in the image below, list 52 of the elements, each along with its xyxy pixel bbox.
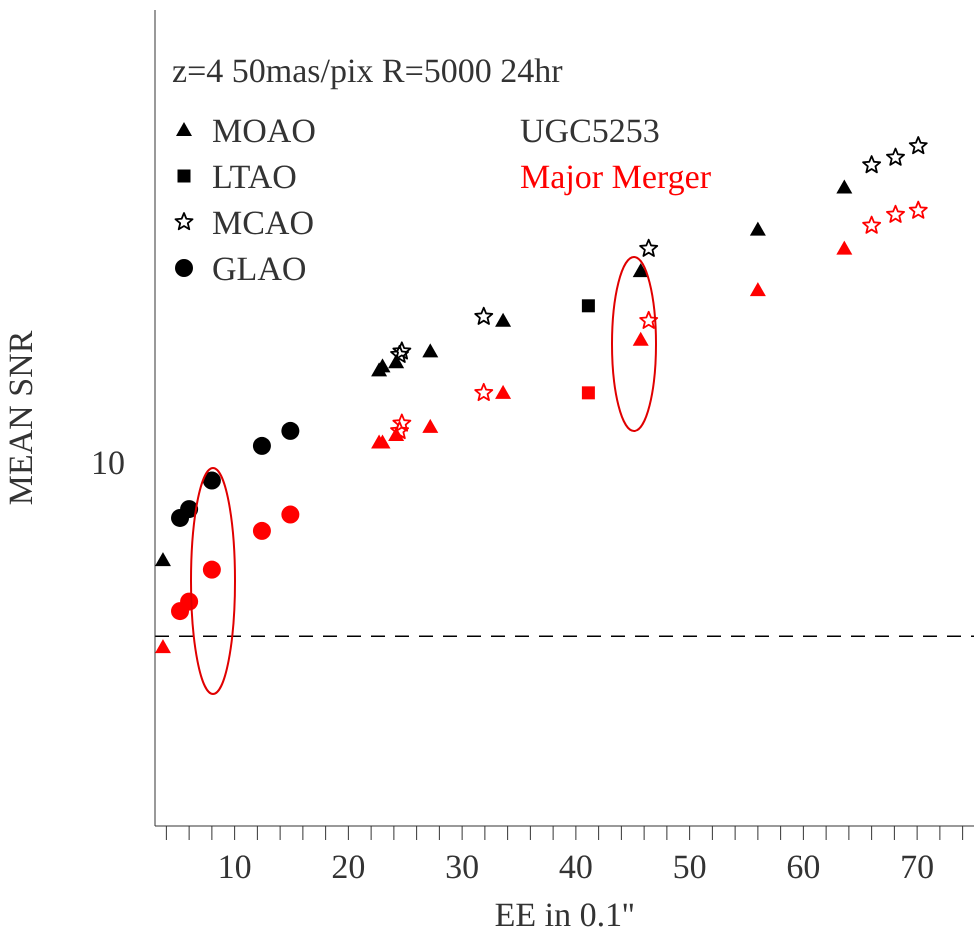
point (474, 306, 494, 325)
point (908, 136, 928, 154)
point (392, 414, 412, 432)
chart-title: z=4 50mas/pix R=5000 24hr (172, 53, 564, 90)
legend-label: MCAO (212, 205, 314, 242)
point (886, 204, 905, 223)
point (281, 422, 300, 440)
point (632, 263, 649, 278)
x-tick-label: 40 (558, 849, 593, 886)
point (836, 240, 852, 255)
point (281, 506, 300, 524)
annotation: Major Merger (520, 159, 712, 196)
x-tick-label: 70 (900, 849, 934, 886)
point (252, 522, 271, 540)
x-tick-label: 20 (331, 849, 366, 886)
text: 10 (91, 445, 125, 482)
point (639, 238, 658, 257)
point (639, 310, 658, 329)
x-axis-title: EE in 0.1'' (494, 897, 634, 934)
x-tick-label: 50 (672, 849, 707, 886)
point (392, 341, 412, 360)
legend-label: LTAO (212, 159, 297, 196)
point (750, 282, 766, 296)
point (390, 421, 410, 440)
point (252, 436, 271, 455)
x-tick-label: 10 (218, 849, 252, 886)
point (582, 386, 595, 400)
point (422, 343, 438, 358)
point (886, 148, 905, 166)
point (155, 639, 171, 654)
point (495, 312, 512, 327)
point (862, 155, 882, 174)
point (155, 552, 171, 566)
legend-label: MOAO (212, 113, 316, 150)
point (862, 216, 882, 234)
point (495, 384, 512, 399)
legend-label: GLAO (212, 251, 306, 288)
point (390, 344, 410, 363)
point (632, 332, 649, 346)
annotation: UGC5253 (520, 113, 660, 150)
point (180, 500, 198, 518)
y-axis-title: MEAN SNR (3, 330, 40, 506)
point (422, 418, 438, 433)
point (908, 200, 928, 219)
x-tick-label: 30 (445, 849, 480, 886)
point (202, 472, 221, 490)
point (582, 299, 595, 312)
point (202, 560, 221, 579)
point (836, 179, 852, 194)
point (750, 222, 766, 236)
x-tick-label: 60 (786, 849, 820, 886)
point (474, 382, 494, 402)
